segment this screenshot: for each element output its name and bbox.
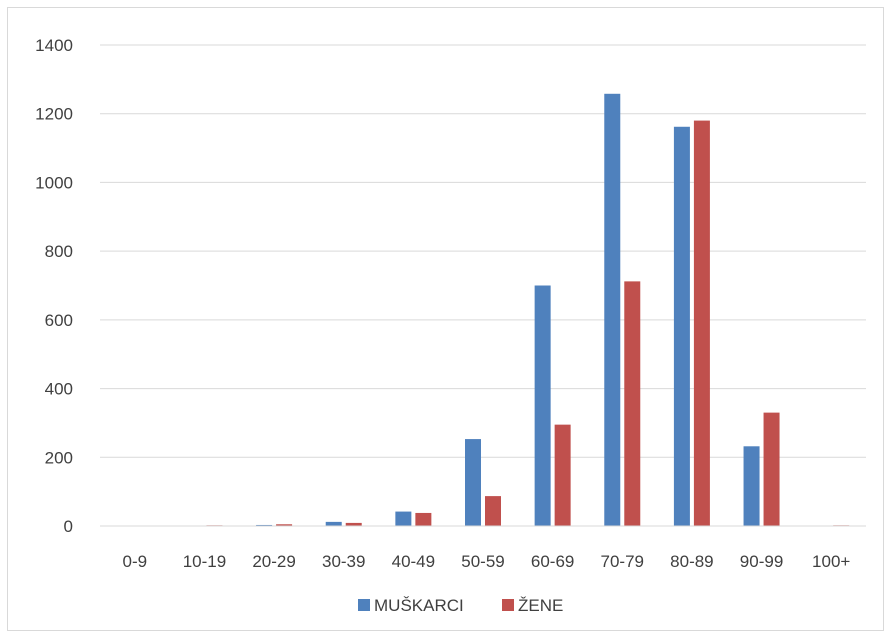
chart-frame [7, 7, 884, 631]
bar-muskarci-70-79 [604, 93, 621, 526]
y-tick-label: 200 [45, 448, 73, 467]
bar-muskarci-50-59 [465, 439, 481, 526]
x-tick-label: 10-19 [183, 552, 226, 571]
bar-zene-50-59 [485, 496, 501, 526]
legend-label-zene: ŽENE [518, 596, 563, 615]
legend-swatch-zene [502, 599, 514, 611]
bars [206, 93, 850, 527]
bar-muskarci-60-69 [534, 285, 551, 526]
y-tick-label: 1200 [35, 105, 73, 124]
bar-zene-70-79 [624, 281, 641, 526]
y-tick-label: 1000 [35, 173, 73, 192]
x-axis-tick-labels: 0-9 10-19 20-29 30-39 40-49 50-59 60-69 70-79 80… [123, 552, 851, 571]
x-tick-label: 50-59 [461, 552, 504, 571]
bar-muskarci-20-29 [256, 524, 273, 526]
x-tick-label: 100+ [812, 552, 850, 571]
x-tick-label: 90-99 [740, 552, 783, 571]
y-tick-label: 0 [64, 517, 73, 536]
x-tick-label: 0-9 [123, 552, 148, 571]
legend-label-muskarci: MUŠKARCI [374, 596, 464, 615]
bar-zene-60-69 [554, 424, 571, 526]
x-tick-label: 40-49 [392, 552, 435, 571]
x-tick-label: 30-39 [322, 552, 365, 571]
y-axis-tick-labels: 0 200 400 600 800 1000 1200 1400 [35, 36, 73, 536]
bar-zene-40-49 [415, 512, 432, 526]
y-tick-label: 600 [45, 311, 73, 330]
x-tick-label: 20-29 [252, 552, 295, 571]
bar-zene-30-39 [345, 522, 362, 526]
bar-muskarci-40-49 [395, 511, 412, 526]
x-tick-label: 80-89 [670, 552, 713, 571]
x-tick-label: 60-69 [531, 552, 574, 571]
x-tick-label: 70-79 [601, 552, 644, 571]
bar-zene-90-99 [763, 412, 780, 526]
bar-zene-80-89 [693, 120, 710, 526]
bar-zene-20-29 [276, 524, 293, 526]
bar-muskarci-30-39 [325, 521, 342, 526]
bar-muskarci-90-99 [743, 446, 760, 526]
y-tick-label: 400 [45, 380, 73, 399]
legend: MUŠKARCI ŽENE [358, 596, 563, 615]
y-tick-label: 1400 [35, 36, 73, 55]
gridlines [100, 44, 866, 458]
bar-muskarci-80-89 [673, 126, 690, 527]
y-tick-label: 800 [45, 242, 73, 261]
legend-swatch-muskarci [358, 599, 370, 611]
